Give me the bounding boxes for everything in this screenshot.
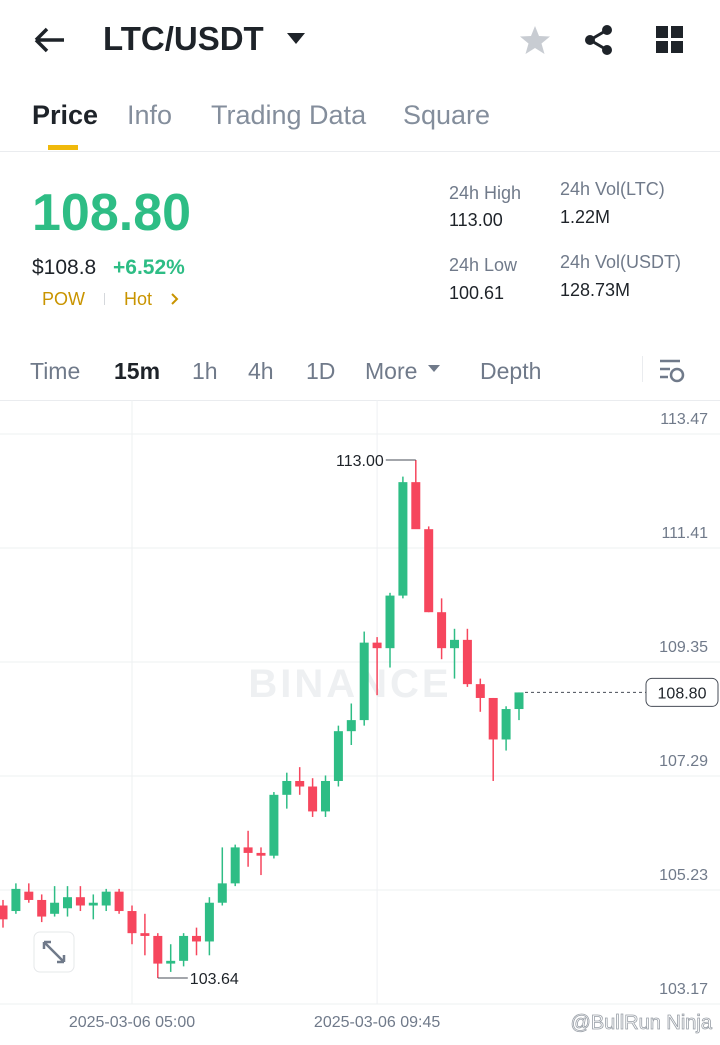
- back-button[interactable]: [30, 24, 70, 56]
- candle-body: [101, 891, 111, 906]
- candle-body: [308, 786, 318, 812]
- tab[interactable]: Info: [127, 100, 173, 130]
- tag[interactable]: Hot: [124, 289, 153, 309]
- candle-body: [24, 891, 34, 900]
- pair-title[interactable]: LTC/USDT: [103, 20, 264, 57]
- candle-body: [243, 847, 253, 853]
- y-tick-label: 105.23: [659, 867, 708, 884]
- last-price-box: [645, 677, 719, 707]
- x-tick-label: 2025-03-06 09:45: [314, 1014, 440, 1031]
- tab[interactable]: Square: [403, 100, 491, 130]
- interval[interactable]: Depth: [480, 358, 542, 384]
- y-tick-label: 113.47: [660, 411, 708, 428]
- y-tick-label: 107.29: [659, 753, 708, 770]
- interval[interactable]: 1h: [192, 358, 218, 384]
- stat-value: 128.73M: [560, 280, 631, 300]
- y-tick-label: 109.35: [659, 639, 708, 656]
- candle-body: [359, 642, 369, 721]
- separator: [642, 356, 643, 382]
- candle-body: [88, 902, 98, 906]
- candle-body: [514, 692, 524, 710]
- y-tick-label: 111.41: [661, 525, 708, 542]
- candle-body: [321, 780, 330, 812]
- candle-body: [450, 639, 459, 649]
- candle-body: [75, 897, 85, 906]
- candle-body: [179, 935, 189, 961]
- candle-body: [140, 933, 150, 936]
- x-tick-label: 2025-03-06 05:00: [69, 1014, 195, 1031]
- stat-label: 24h Low: [449, 255, 518, 275]
- candle-body: [0, 905, 8, 920]
- candle-body: [114, 891, 124, 912]
- divider: [0, 400, 720, 401]
- candle-body: [437, 612, 447, 649]
- candle-body: [256, 852, 266, 856]
- stat-value: 113.00: [449, 210, 503, 230]
- candle-body: [127, 911, 137, 934]
- candle-body: [11, 888, 21, 912]
- stat-value: 100.61: [449, 283, 505, 303]
- interval[interactable]: Time: [30, 358, 81, 384]
- credit: @BullRun Ninja: [571, 1012, 713, 1034]
- candle-body: [230, 847, 240, 884]
- low-label: 103.64: [190, 971, 239, 988]
- candle-body: [372, 642, 382, 649]
- stat-label: 24h Vol(LTC): [560, 179, 665, 199]
- chevron: [171, 293, 179, 305]
- separator: [104, 293, 105, 305]
- last-price-label: 108.80: [658, 685, 707, 702]
- dropdown-icon[interactable]: [427, 364, 441, 374]
- candle-body: [488, 697, 498, 740]
- interval[interactable]: 4h: [248, 358, 274, 384]
- candlestick-chart: BINANCE 103.17 105.23 107.29 109.35 111.41 113…: [0, 400, 720, 1034]
- stat-value: 1.22M: [560, 207, 611, 227]
- candle-body: [424, 529, 434, 613]
- expand-button[interactable]: [33, 931, 75, 973]
- high-label: 113.00: [336, 453, 384, 470]
- tab[interactable]: Price: [32, 100, 99, 130]
- stat-label: 24h Vol(USDT): [560, 252, 682, 272]
- grid-icon[interactable]: [656, 26, 684, 54]
- candle-body: [295, 780, 305, 787]
- candle-body: [333, 731, 343, 781]
- candle-body: [153, 935, 163, 964]
- candle-body: [204, 902, 214, 942]
- interval[interactable]: 15m: [114, 358, 161, 384]
- watermark: BINANCE: [248, 662, 451, 706]
- candle-body: [346, 720, 356, 732]
- candle-body: [217, 883, 227, 903]
- candle-body: [501, 709, 511, 740]
- interval[interactable]: 1D: [306, 358, 336, 384]
- favorite-icon[interactable]: [518, 24, 552, 56]
- stat-label: 24h High: [449, 183, 522, 203]
- candle-body: [63, 897, 72, 909]
- tab-indicator: [48, 145, 78, 150]
- settings-icon[interactable]: [658, 358, 686, 384]
- last-price: 108.80: [32, 184, 192, 242]
- divider: [0, 151, 720, 152]
- candle-body: [398, 482, 408, 596]
- tag[interactable]: POW: [42, 289, 85, 309]
- candle-body: [166, 960, 176, 964]
- candle-body: [37, 899, 47, 917]
- candle-body: [50, 902, 60, 914]
- dropdown-icon[interactable]: [286, 32, 306, 46]
- candle-body: [411, 482, 421, 530]
- candle-body: [192, 935, 201, 942]
- candle-body: [462, 639, 472, 685]
- candle-body: [282, 780, 292, 795]
- usd-price: $108.8: [32, 256, 97, 279]
- candle-body: [475, 684, 485, 698]
- candle-body: [269, 794, 279, 856]
- interval[interactable]: More: [365, 358, 418, 384]
- share-icon[interactable]: [583, 24, 615, 56]
- candle-body: [385, 595, 395, 649]
- y-tick-label: 103.17: [659, 981, 708, 998]
- price-change: +6.52%: [113, 256, 185, 279]
- tab[interactable]: Trading Data: [211, 100, 367, 130]
